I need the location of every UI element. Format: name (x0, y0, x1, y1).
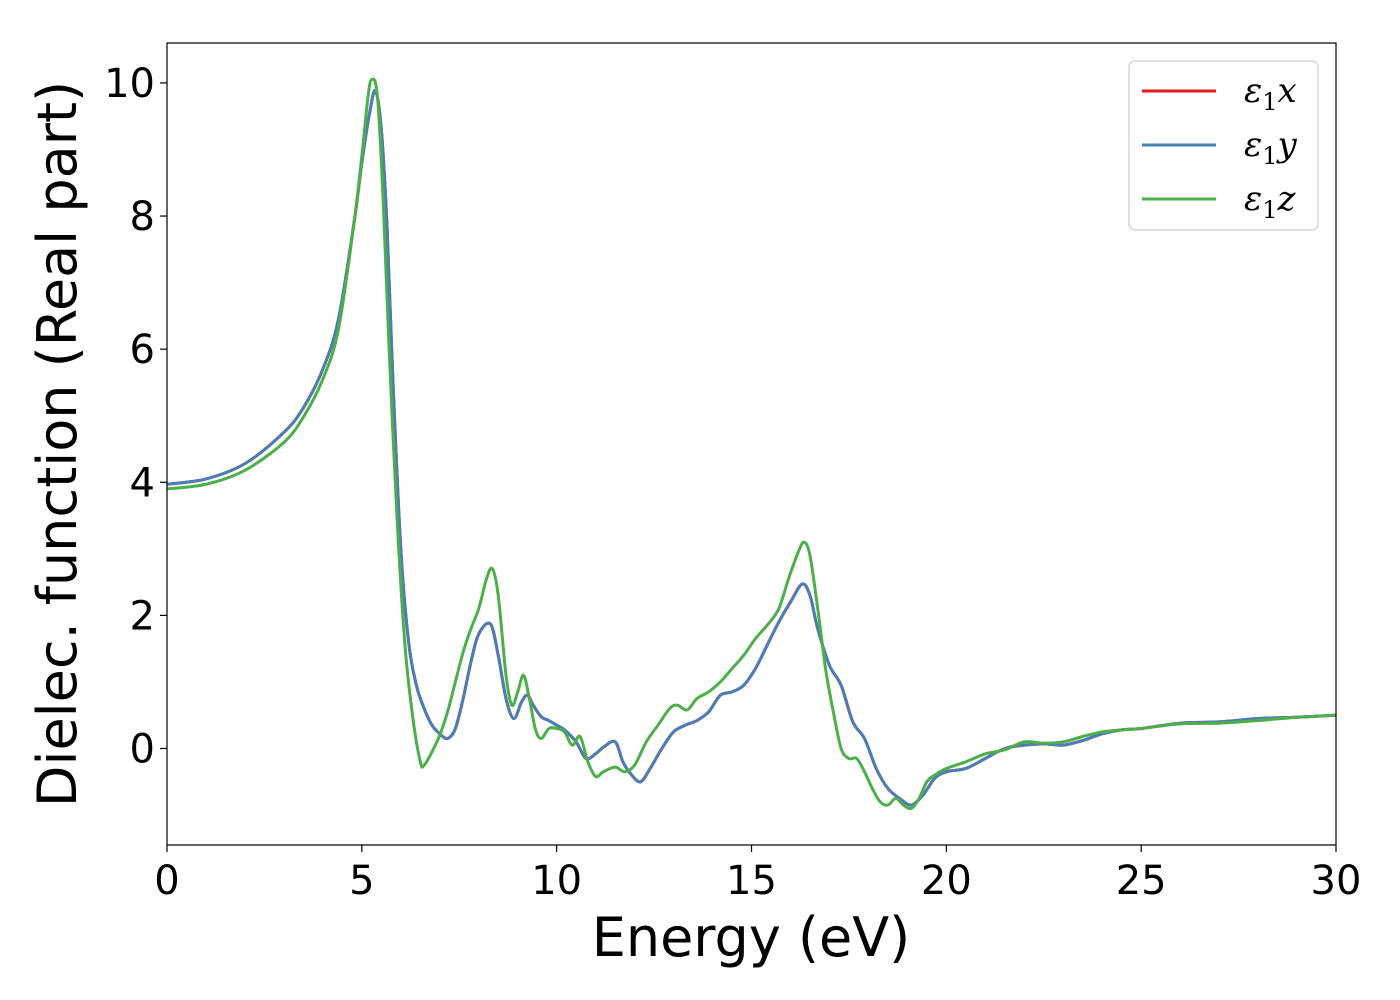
x-tick-label: 5 (349, 858, 374, 904)
legend-label-subscript: 1 (1262, 142, 1277, 170)
legend-label-y: ε1y (1244, 125, 1298, 170)
legend-label-x: ε1x (1244, 71, 1297, 116)
legend-label-variable: x (1278, 71, 1297, 111)
legend-box (1128, 60, 1319, 231)
legend-label-base: ε (1244, 71, 1262, 111)
series-layer (167, 77, 1336, 811)
legend-label-variable: z (1277, 179, 1297, 219)
legend-label-variable: y (1276, 125, 1298, 165)
y-tick-label: 10 (104, 61, 155, 107)
y-axis-ticks: 0 2 4 6 8 10 (104, 61, 167, 772)
x-tick-label: 0 (154, 858, 179, 904)
y-tick-label: 4 (130, 460, 155, 506)
y-tick-label: 2 (130, 593, 155, 639)
y-axis-title: Dielec. function (Real part) (26, 81, 89, 807)
x-tick-label: 15 (726, 858, 777, 904)
legend-label-z: ε1z (1244, 179, 1297, 224)
y-tick-label: 8 (130, 194, 155, 240)
y-tick-label: 0 (130, 726, 155, 772)
y-tick-label: 6 (130, 327, 155, 373)
x-tick-label: 20 (921, 858, 972, 904)
legend-label-subscript: 1 (1262, 196, 1277, 224)
x-tick-label: 10 (531, 858, 582, 904)
x-tick-label: 25 (1116, 858, 1167, 904)
series-line-z (167, 77, 1336, 811)
x-axis-title: Energy (eV) (592, 906, 911, 969)
legend-label-subscript: 1 (1262, 88, 1277, 116)
legend-label-base: ε (1244, 125, 1262, 165)
x-axis-ticks: 0 5 10 15 20 25 30 (154, 845, 1361, 904)
x-tick-label: 30 (1311, 858, 1362, 904)
legend-label-base: ε (1244, 179, 1262, 219)
